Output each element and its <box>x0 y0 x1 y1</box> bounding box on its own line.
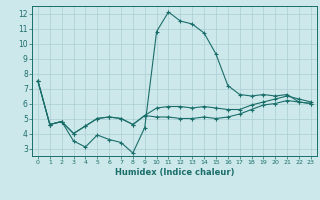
X-axis label: Humidex (Indice chaleur): Humidex (Indice chaleur) <box>115 168 234 177</box>
